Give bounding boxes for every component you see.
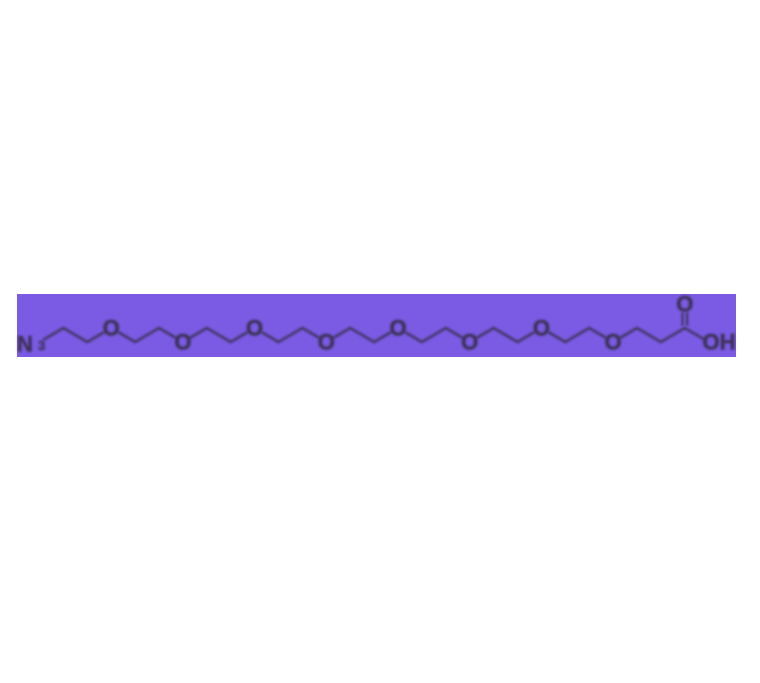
svg-text:O: O [103, 316, 120, 341]
svg-text:O: O [676, 292, 693, 317]
svg-text:3: 3 [38, 338, 45, 353]
svg-text:O: O [318, 330, 335, 355]
svg-text:OH: OH [703, 330, 736, 355]
svg-text:O: O [246, 316, 263, 341]
svg-text:O: O [533, 316, 550, 341]
svg-text:O: O [605, 330, 622, 355]
svg-text:N: N [17, 332, 33, 357]
svg-text:O: O [389, 316, 406, 341]
svg-text:O: O [461, 330, 478, 355]
svg-text:O: O [174, 330, 191, 355]
